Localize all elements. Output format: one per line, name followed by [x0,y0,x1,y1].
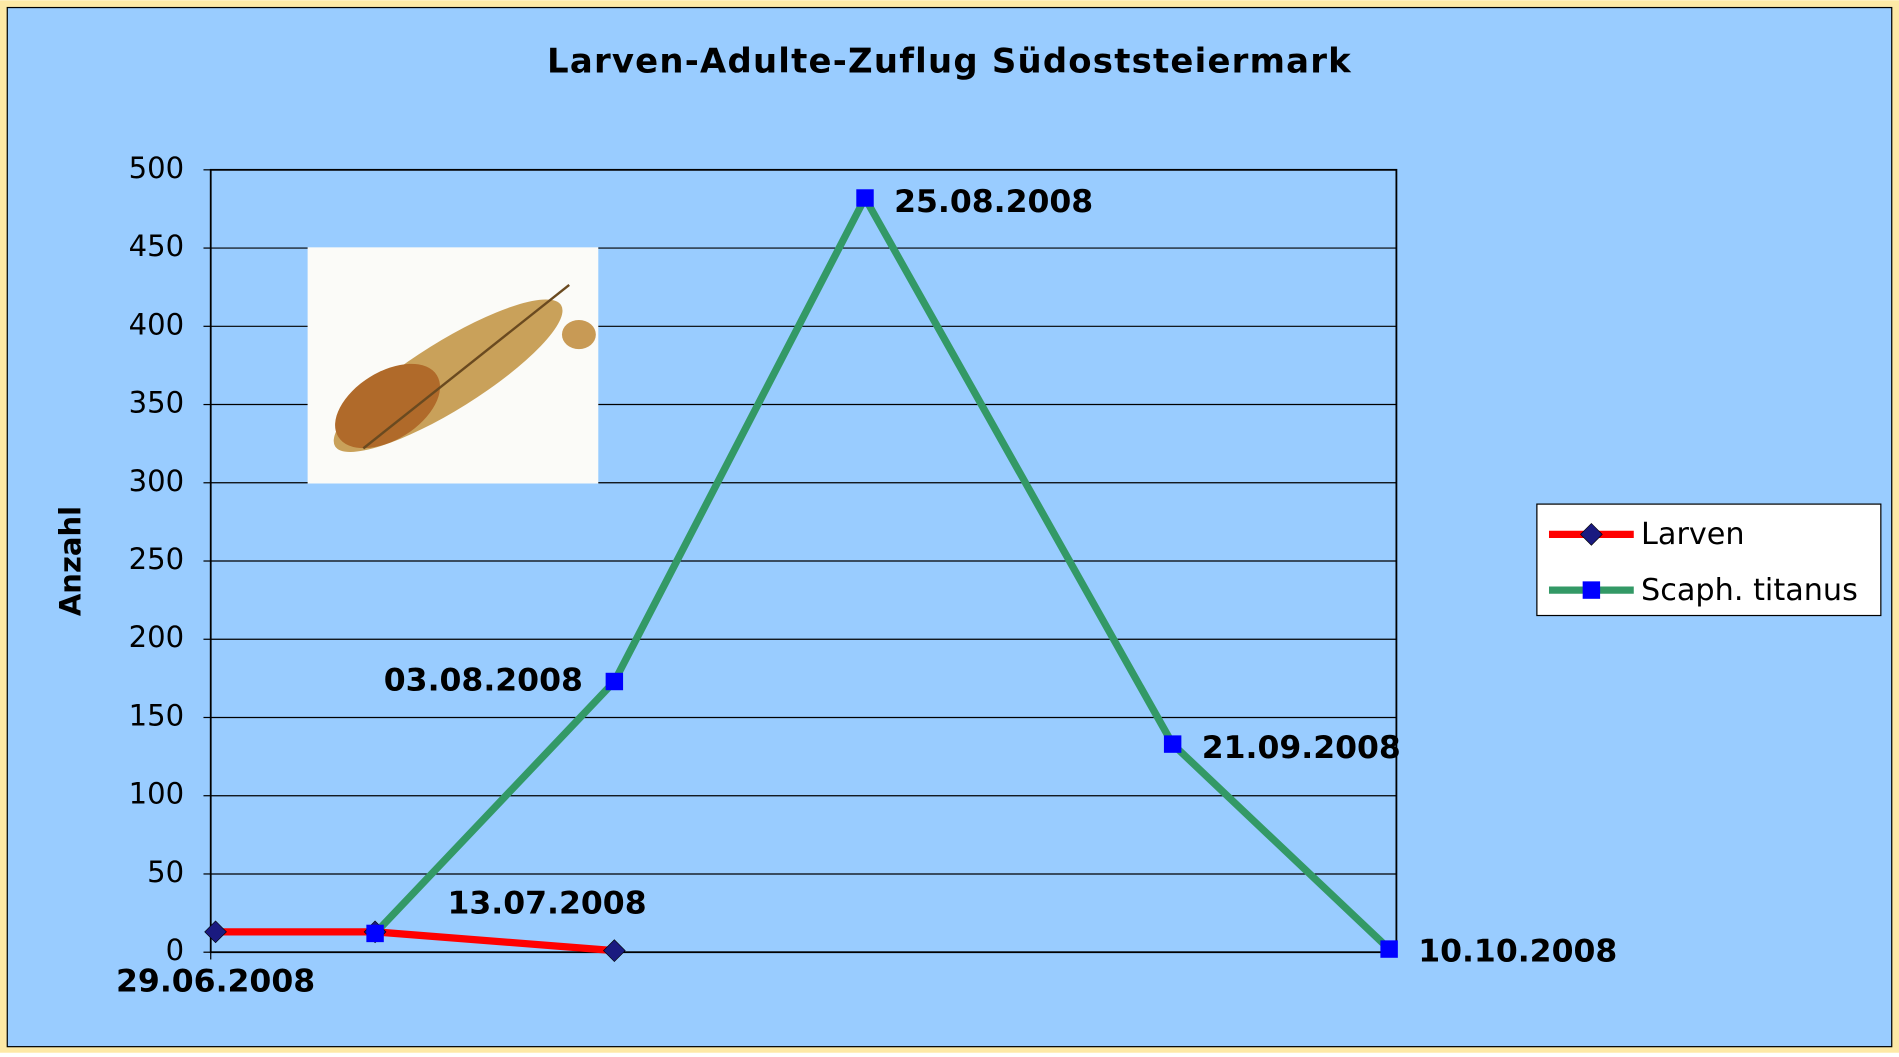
y-tick-label: 250 [129,542,184,576]
data-label: 03.08.2008 [384,663,583,699]
legend: Larven Scaph. titanus [1537,504,1881,615]
page: {"chart_data": {"type": "line", "title":… [0,0,1899,1053]
data-label: 13.07.2008 [448,885,647,921]
marker [856,189,873,206]
chart: Larven-Adulte-Zuflug Südoststeiermark An… [0,0,1899,1053]
y-tick-label: 200 [129,620,184,654]
marker [1583,581,1600,598]
y-tick-label: 450 [129,229,184,263]
y-tick-label: 400 [129,307,184,341]
y-tick-label: 300 [129,464,184,498]
legend-label: Larven [1641,517,1745,552]
data-label: 21.09.2008 [1202,730,1401,766]
data-label: 10.10.2008 [1418,934,1617,970]
chart-title: Larven-Adulte-Zuflug Südoststeiermark [547,42,1352,81]
marker [1380,940,1397,957]
data-label: 25.08.2008 [894,184,1093,220]
y-tick-label: 100 [129,777,184,811]
data-label: 29.06.2008 [116,964,315,1000]
marker [606,673,623,690]
insect-head [562,320,596,349]
marker [1164,735,1181,752]
y-axis-label: Anzahl [54,506,88,616]
y-tick-label: 150 [129,698,184,732]
insect-image [308,247,599,483]
legend-label: Scaph. titanus [1641,573,1858,608]
y-tick-label: 350 [129,386,184,420]
y-tick-label: 50 [147,855,184,889]
y-tick-label: 0 [166,933,184,967]
marker [366,925,383,942]
y-tick-label: 500 [129,151,184,185]
